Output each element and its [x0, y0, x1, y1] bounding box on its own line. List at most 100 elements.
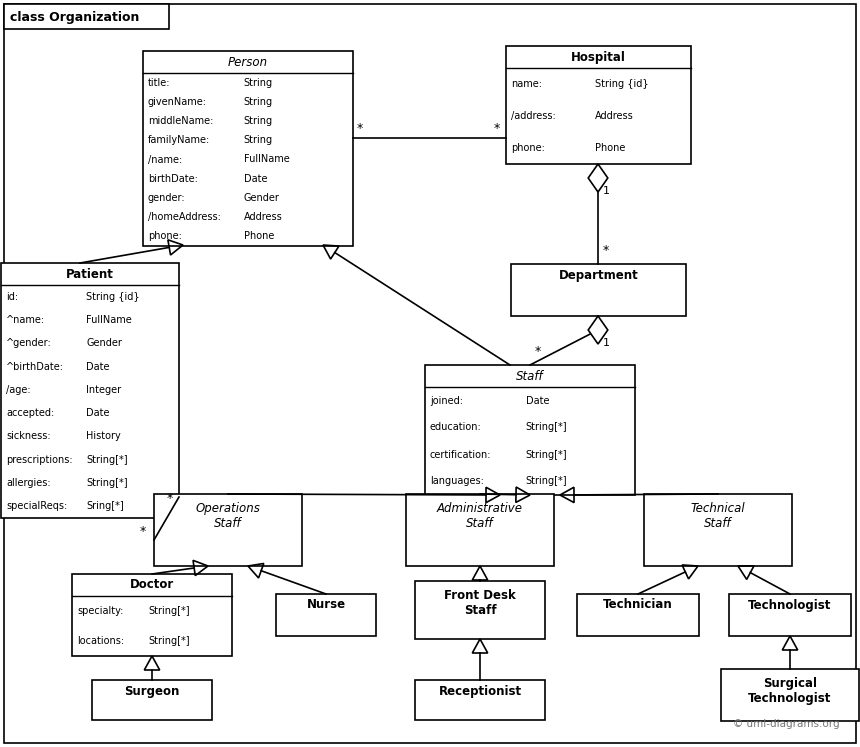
Text: Surgeon: Surgeon — [125, 684, 180, 698]
Text: String[*]: String[*] — [525, 423, 568, 433]
Text: String: String — [243, 78, 273, 87]
Bar — [511, 264, 686, 316]
Bar — [506, 46, 691, 164]
Text: String[*]: String[*] — [525, 477, 568, 486]
Text: education:: education: — [430, 423, 482, 433]
Text: languages:: languages: — [430, 477, 484, 486]
Text: Gender: Gender — [243, 193, 280, 203]
Text: String[*]: String[*] — [525, 450, 568, 459]
Text: *: * — [167, 492, 173, 505]
Text: History: History — [87, 432, 121, 441]
Text: specialReqs:: specialReqs: — [6, 501, 67, 512]
Text: givenName:: givenName: — [148, 97, 207, 107]
Text: Date: Date — [87, 408, 110, 418]
Bar — [143, 51, 353, 246]
Text: specialty:: specialty: — [77, 606, 123, 616]
Text: locations:: locations: — [77, 636, 124, 646]
Text: phone:: phone: — [148, 232, 181, 241]
Text: birthDate:: birthDate: — [148, 174, 198, 184]
Text: /homeAddress:: /homeAddress: — [148, 212, 221, 222]
Text: /address:: /address: — [511, 111, 556, 121]
Bar — [72, 574, 232, 656]
Text: String {id}: String {id} — [595, 79, 648, 89]
Text: String[*]: String[*] — [87, 455, 128, 465]
Text: Front Desk
Staff: Front Desk Staff — [444, 589, 516, 617]
Text: *: * — [603, 244, 609, 257]
Bar — [721, 669, 859, 721]
Text: Integer: Integer — [87, 385, 121, 395]
Text: sickness:: sickness: — [6, 432, 51, 441]
Polygon shape — [588, 164, 608, 192]
Text: ^gender:: ^gender: — [6, 338, 52, 348]
Bar — [644, 494, 792, 566]
Text: middleName:: middleName: — [148, 116, 213, 126]
Text: prescriptions:: prescriptions: — [6, 455, 72, 465]
Text: Administrative
Staff: Administrative Staff — [437, 502, 523, 530]
Text: *: * — [494, 122, 501, 135]
Text: accepted:: accepted: — [6, 408, 54, 418]
Text: Technologist: Technologist — [748, 598, 832, 612]
Bar — [1, 263, 179, 518]
Text: String: String — [243, 97, 273, 107]
Text: certification:: certification: — [430, 450, 492, 459]
Text: Phone: Phone — [595, 143, 625, 153]
Bar — [729, 594, 851, 636]
Bar — [276, 594, 376, 636]
Bar — [92, 680, 212, 720]
Bar — [415, 581, 545, 639]
Bar — [154, 494, 302, 566]
Text: Receptionist: Receptionist — [439, 684, 521, 698]
Text: ^name:: ^name: — [6, 315, 45, 325]
Text: Doctor: Doctor — [130, 578, 174, 592]
Text: FullName: FullName — [243, 155, 290, 164]
Bar — [415, 680, 545, 720]
Text: *: * — [357, 122, 363, 135]
Text: String: String — [243, 116, 273, 126]
Text: ^birthDate:: ^birthDate: — [6, 362, 64, 371]
Text: Date: Date — [525, 395, 550, 406]
Text: String[*]: String[*] — [149, 606, 190, 616]
Text: String[*]: String[*] — [87, 478, 128, 488]
Text: gender:: gender: — [148, 193, 186, 203]
Text: Gender: Gender — [87, 338, 122, 348]
Text: allergies:: allergies: — [6, 478, 51, 488]
Bar — [406, 494, 554, 566]
Text: name:: name: — [511, 79, 542, 89]
Text: String {id}: String {id} — [87, 291, 140, 302]
Text: /name:: /name: — [148, 155, 182, 164]
Text: Date: Date — [243, 174, 267, 184]
Text: String[*]: String[*] — [149, 636, 190, 646]
Text: Address: Address — [243, 212, 283, 222]
Text: Department: Department — [559, 268, 638, 282]
Text: Technician: Technician — [603, 598, 673, 612]
Text: Phone: Phone — [243, 232, 274, 241]
Text: id:: id: — [6, 291, 18, 302]
Text: String: String — [243, 135, 273, 145]
Text: Patient: Patient — [66, 267, 114, 281]
Text: Date: Date — [87, 362, 110, 371]
Text: joined:: joined: — [430, 395, 463, 406]
Text: Sring[*]: Sring[*] — [87, 501, 124, 512]
Text: Technical
Staff: Technical Staff — [691, 502, 746, 530]
Text: *: * — [535, 345, 541, 358]
Text: 1: 1 — [603, 338, 610, 348]
Text: familyName:: familyName: — [148, 135, 210, 145]
Text: Person: Person — [228, 55, 268, 69]
Text: phone:: phone: — [511, 143, 545, 153]
Text: © uml-diagrams.org: © uml-diagrams.org — [734, 719, 840, 729]
Text: 1: 1 — [603, 186, 610, 196]
Bar — [577, 594, 699, 636]
Text: FullName: FullName — [87, 315, 132, 325]
Text: title:: title: — [148, 78, 170, 87]
Text: *: * — [140, 525, 146, 538]
Text: Address: Address — [595, 111, 634, 121]
Text: Surgical
Technologist: Surgical Technologist — [748, 677, 832, 705]
FancyBboxPatch shape — [4, 4, 169, 29]
Text: Operations
Staff: Operations Staff — [195, 502, 261, 530]
Text: class Organization: class Organization — [10, 10, 139, 23]
Text: Hospital: Hospital — [571, 51, 626, 63]
Text: /age:: /age: — [6, 385, 31, 395]
Bar — [425, 365, 635, 495]
Polygon shape — [588, 316, 608, 344]
Text: Nurse: Nurse — [306, 598, 346, 612]
